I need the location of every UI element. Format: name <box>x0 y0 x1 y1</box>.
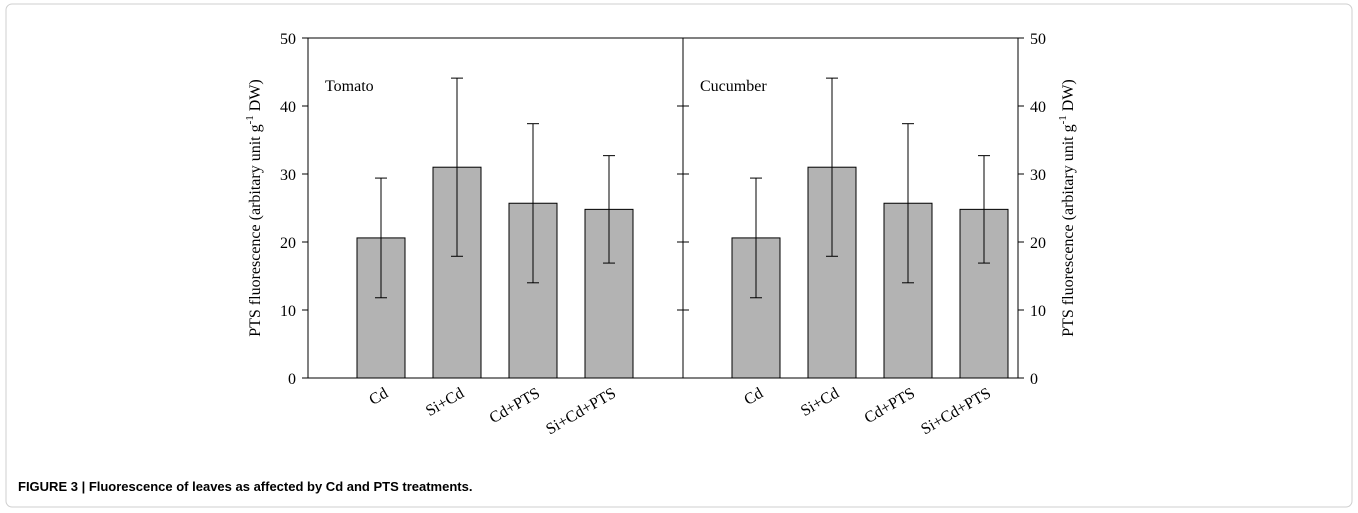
y-tick-label: 0 <box>288 371 296 388</box>
error-bar <box>902 123 914 284</box>
y-axis-label-part: DW) <box>247 79 264 115</box>
y-axis-label-part: PTS fluorescence (arbitary unit g <box>1060 124 1077 336</box>
x-tick-label: Cd <box>741 385 766 409</box>
y-axis-label: PTS fluorescence (arbitary unit g-1 DW) <box>1057 79 1077 337</box>
error-bar <box>375 177 387 299</box>
y-tick-label: 40 <box>280 99 296 116</box>
y-tick-label: 50 <box>1030 31 1046 48</box>
y-axis-label-part: DW) <box>1060 79 1077 115</box>
x-tick-label: Cd <box>366 385 391 409</box>
x-tick-label: Cd+PTS <box>487 385 543 427</box>
y-tick-label: 30 <box>280 167 296 184</box>
y-tick-label: 30 <box>1030 167 1046 184</box>
y-axis-label-part: -1 <box>244 115 256 124</box>
y-axis-label: PTS fluorescence (arbitary unit g-1 DW) <box>244 79 264 337</box>
y-tick-label: 0 <box>1030 371 1038 388</box>
error-bar <box>527 123 539 284</box>
y-tick-label: 10 <box>1030 303 1046 320</box>
error-bar <box>451 77 463 257</box>
x-tick-label: Si+Cd+PTS <box>918 385 994 439</box>
y-axis-label-part: -1 <box>1057 115 1069 124</box>
panel-title: Cucumber <box>700 78 767 95</box>
y-axis-label-part: PTS fluorescence (arbitary unit g <box>247 124 264 336</box>
x-tick-label: Si+Cd <box>423 385 467 420</box>
y-tick-label: 10 <box>280 303 296 320</box>
error-bar <box>826 77 838 257</box>
y-tick-label: 20 <box>1030 235 1046 252</box>
figure-border <box>5 3 1353 508</box>
x-tick-label: Si+Cd+PTS <box>543 385 619 439</box>
x-tick-label: Si+Cd <box>798 385 842 420</box>
y-tick-label: 20 <box>280 235 296 252</box>
caption: FIGURE 3 | Fluorescence of leaves as aff… <box>18 479 472 494</box>
error-bar <box>978 155 990 264</box>
x-tick-label: Cd+PTS <box>862 385 918 427</box>
y-tick-label: 40 <box>1030 99 1046 116</box>
error-bar <box>750 177 762 299</box>
y-tick-label: 50 <box>280 31 296 48</box>
error-bar <box>603 155 615 264</box>
panel-title: Tomato <box>325 78 374 95</box>
